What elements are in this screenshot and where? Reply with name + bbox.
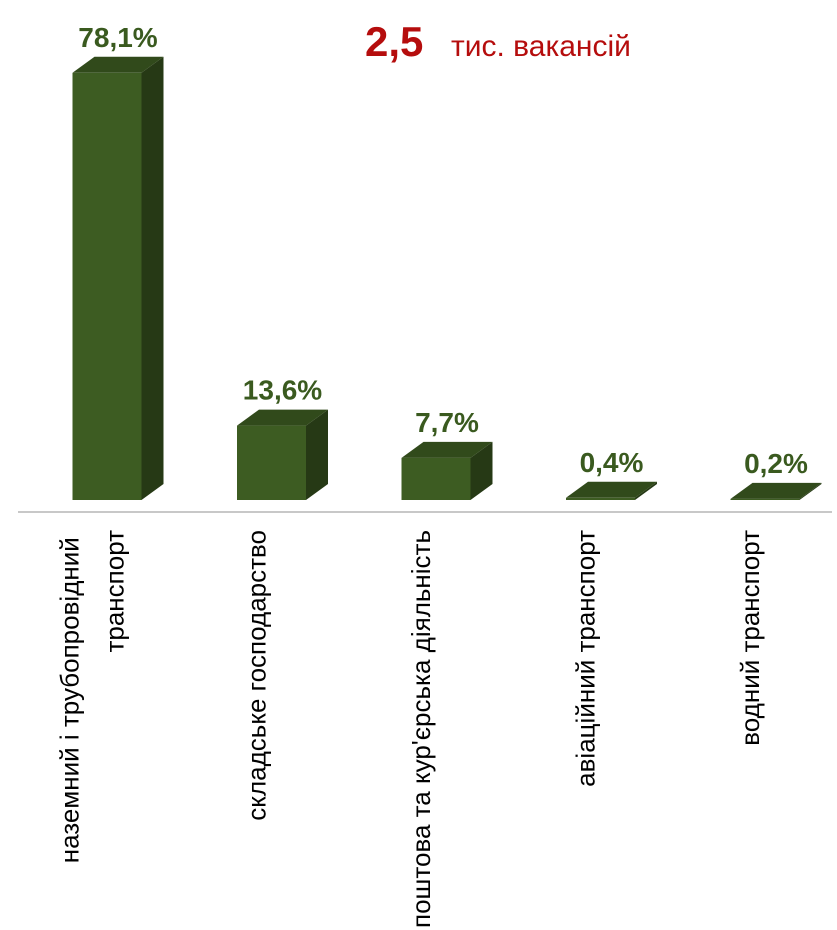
annotation-value: 2,5 bbox=[365, 18, 423, 65]
bar-side bbox=[306, 409, 328, 500]
value-label: 7,7% bbox=[415, 407, 479, 438]
x-tick-label: авіаційний транспорт bbox=[571, 530, 601, 787]
bar-front bbox=[566, 497, 635, 500]
bar-front bbox=[72, 72, 142, 500]
value-label: 13,6% bbox=[243, 375, 322, 406]
bar-side bbox=[141, 56, 164, 500]
bar-top bbox=[730, 482, 822, 499]
bar bbox=[237, 409, 328, 500]
bar-front bbox=[237, 425, 306, 500]
value-label: 78,1% bbox=[78, 22, 157, 53]
bar-top bbox=[566, 481, 657, 498]
bar-side bbox=[635, 481, 657, 500]
value-label: 0,4% bbox=[580, 447, 644, 478]
x-tick-label: складське господарство bbox=[242, 530, 272, 821]
bar-side bbox=[799, 482, 822, 500]
bar-front bbox=[730, 498, 800, 500]
bar-front bbox=[401, 457, 471, 500]
bar bbox=[401, 441, 493, 500]
bar-top bbox=[401, 441, 493, 458]
x-tick-label: наземний і трубопровідний транспорт bbox=[55, 530, 130, 863]
value-label: 0,2% bbox=[744, 448, 808, 479]
bar bbox=[72, 56, 164, 500]
bar bbox=[566, 481, 657, 500]
bar-top bbox=[237, 409, 328, 426]
bar-top bbox=[72, 56, 164, 73]
bar-side bbox=[470, 441, 493, 500]
x-tick-label: поштова та кур'єрська діяльність bbox=[406, 530, 436, 928]
annotation-text: тис. вакансій bbox=[451, 30, 631, 63]
x-tick-label: водний транспорт bbox=[735, 530, 765, 746]
bar bbox=[730, 482, 822, 500]
